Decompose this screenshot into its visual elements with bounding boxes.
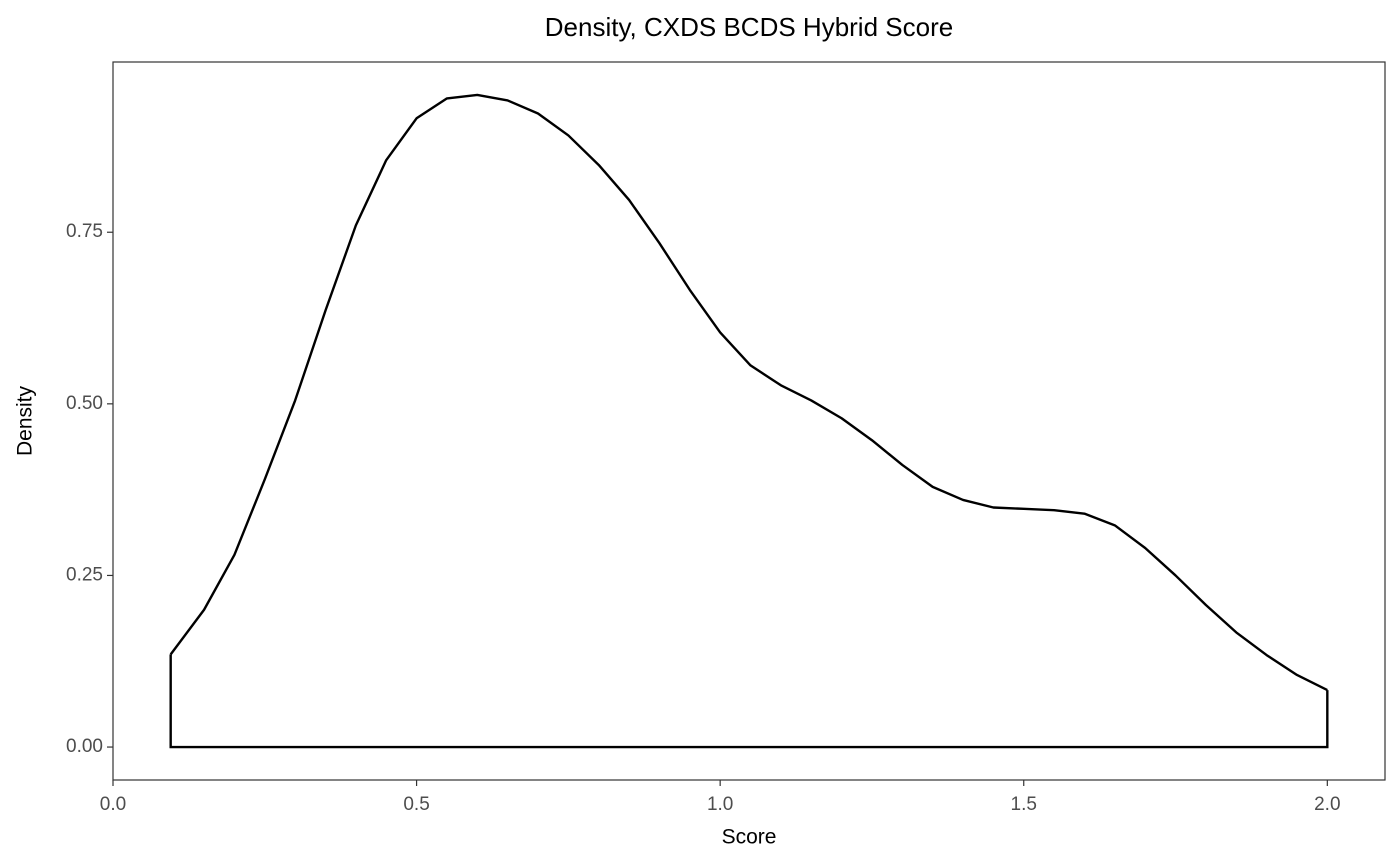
chart-title: Density, CXDS BCDS Hybrid Score	[545, 12, 953, 42]
y-tick-label: 0.00	[66, 736, 103, 757]
x-tick-label: 0.0	[100, 794, 126, 815]
y-axis-label: Density	[14, 385, 37, 456]
x-tick-label: 1.0	[707, 794, 733, 815]
x-tick-label: 2.0	[1314, 794, 1340, 815]
y-tick-label: 0.75	[66, 221, 103, 242]
x-axis-label: Score	[722, 826, 777, 849]
density-curve	[169, 93, 1328, 692]
x-tick-label: 1.5	[1011, 794, 1037, 815]
y-tick-label: 0.50	[66, 393, 103, 414]
density-outline-base	[169, 654, 1329, 749]
x-tick-label: 0.5	[403, 794, 429, 815]
panel-border	[112, 61, 1386, 781]
y-tick-label: 0.25	[66, 564, 103, 585]
